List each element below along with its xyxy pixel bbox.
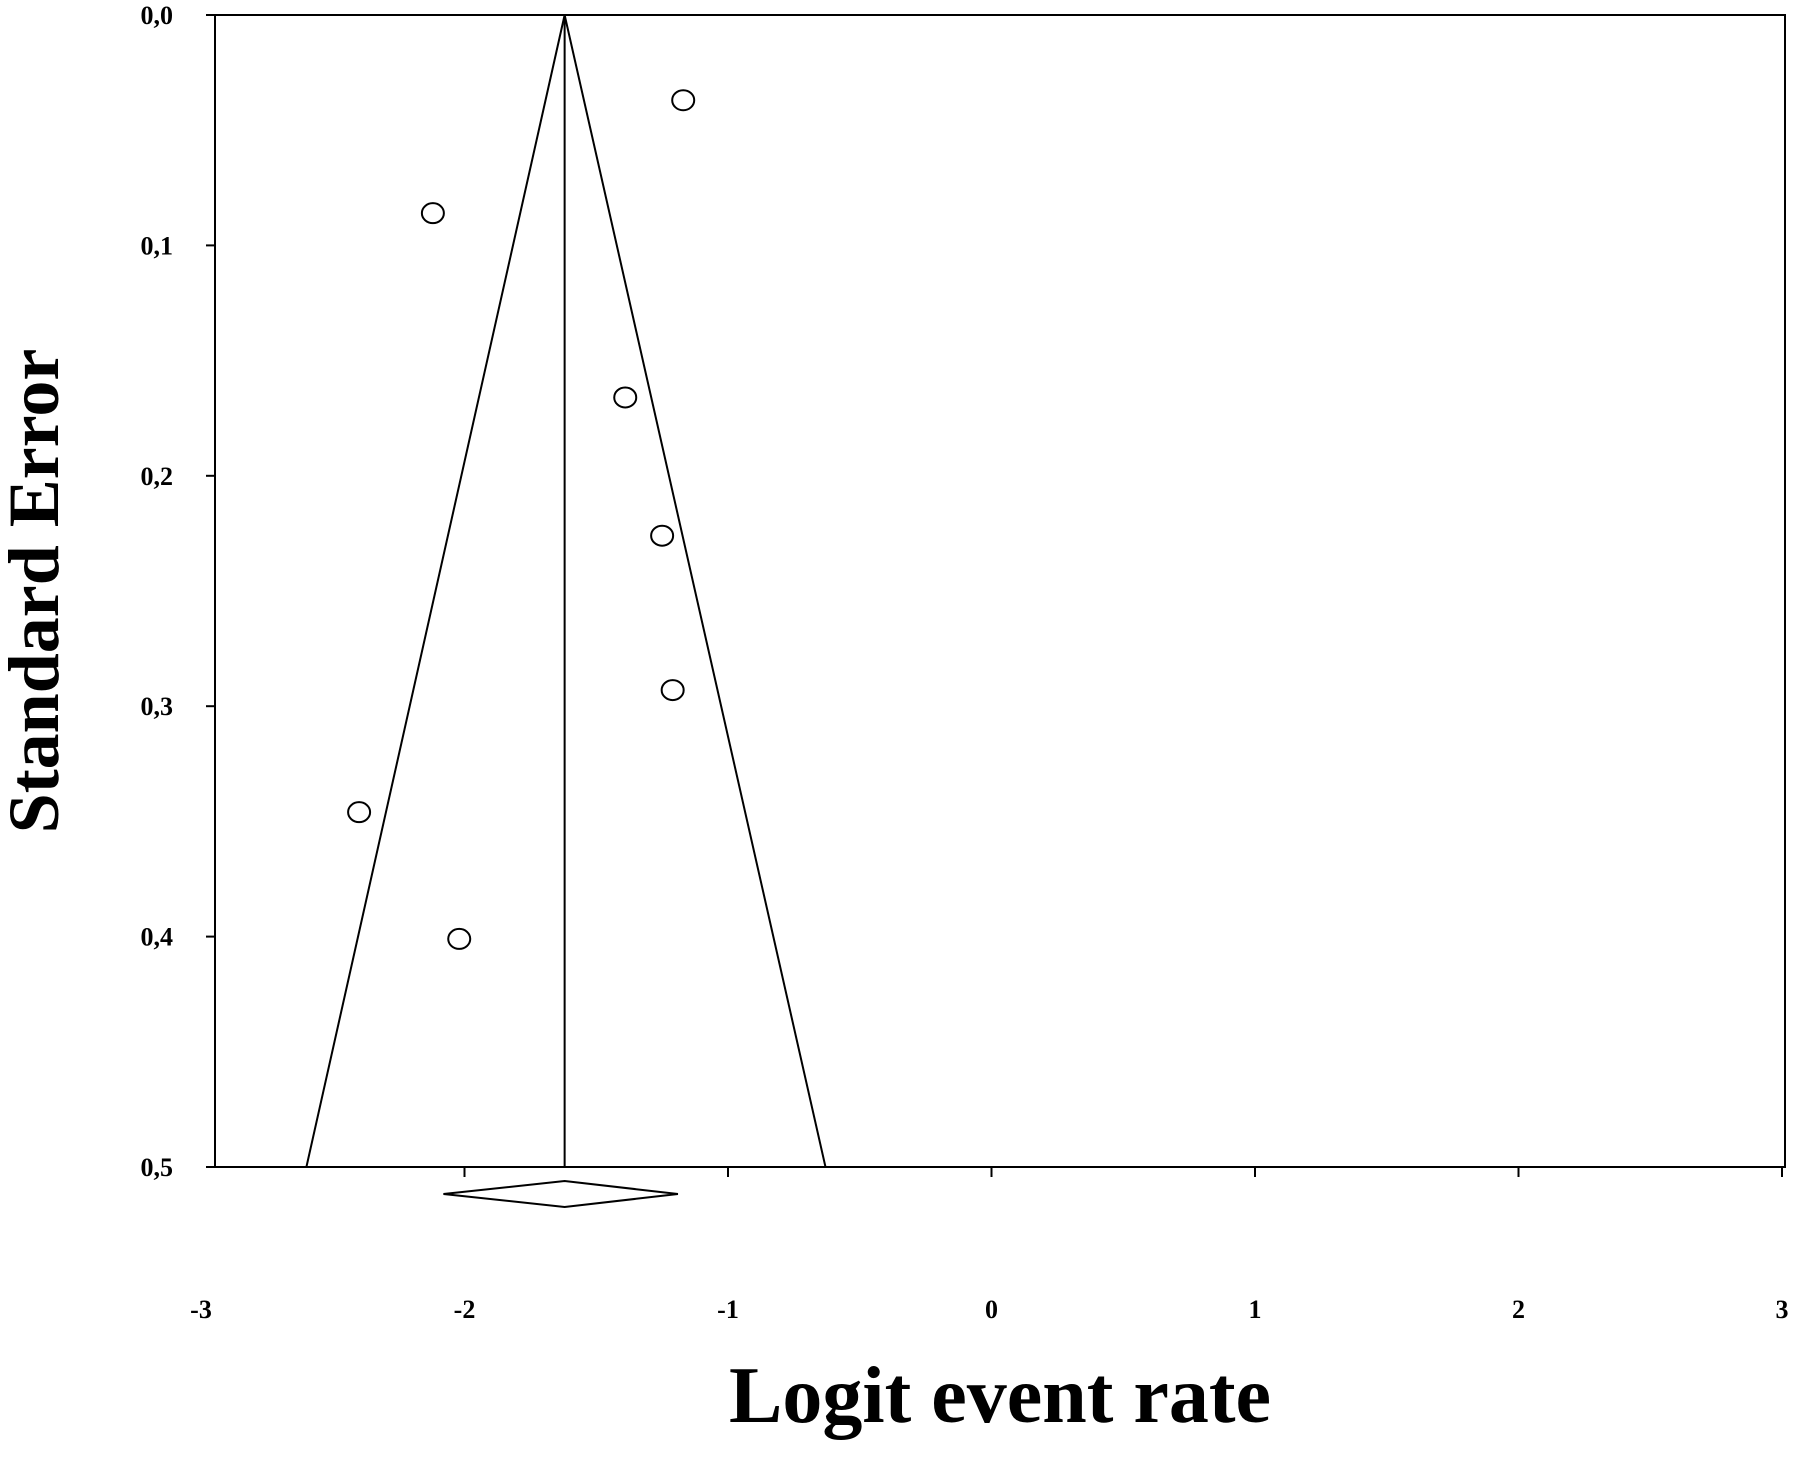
study-point [660, 679, 685, 702]
x-tick-label: 3 [1776, 1295, 1789, 1324]
x-tick-label: -3 [190, 1295, 212, 1324]
funnel-left-bound [305, 14, 566, 1168]
funnel-lines [305, 14, 827, 1168]
x-axis: -3 -2 -1 0 1 2 3 [190, 1167, 1789, 1324]
x-axis-title: Logit event rate [729, 1352, 1271, 1440]
plot-frame [214, 14, 1786, 1168]
study-point [671, 89, 696, 112]
study-point [420, 202, 445, 225]
y-tick-label: 0,1 [141, 231, 174, 260]
study-point [447, 927, 472, 950]
funnel-right-bound [563, 14, 827, 1168]
y-tick-label: 0,2 [141, 462, 174, 491]
x-tick-label: 1 [1249, 1295, 1262, 1324]
y-tick-label: 0,4 [141, 923, 174, 952]
x-tick-label: 2 [1512, 1295, 1525, 1324]
y-axis: 0,0 0,1 0,2 0,3 0,4 0,5 [141, 1, 215, 1182]
y-tick-label: 0,5 [141, 1153, 174, 1182]
summary-diamond [443, 1179, 679, 1209]
study-point [650, 524, 675, 547]
study-point [613, 386, 638, 409]
y-tick-label: 0,0 [141, 1, 174, 30]
summary-diamond-group [443, 1179, 679, 1209]
study-points [347, 89, 696, 950]
x-tick-label: -2 [454, 1295, 476, 1324]
y-axis-title: Standard Error [0, 349, 74, 834]
x-tick-label: -1 [717, 1295, 739, 1324]
y-tick-label: 0,3 [141, 692, 174, 721]
study-point [347, 801, 372, 824]
x-tick-label: 0 [985, 1295, 998, 1324]
